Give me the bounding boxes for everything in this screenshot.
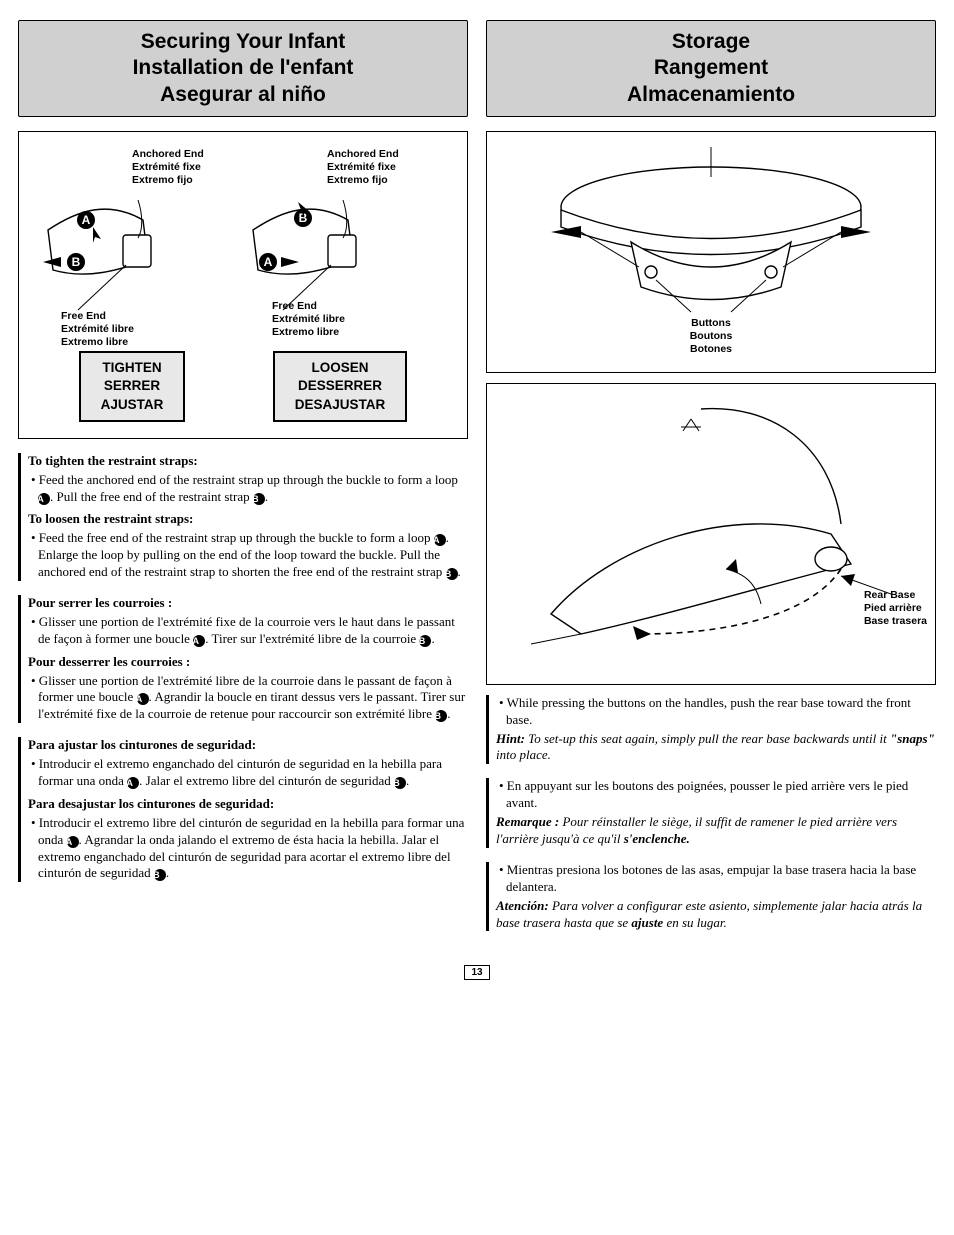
buttons-label: Buttons Boutons Botones (487, 317, 935, 356)
anchored-label-left: Anchored End Extrémité fixe Extremo fijo (132, 148, 204, 187)
left-column: Securing Your Infant Installation de l'e… (18, 20, 468, 945)
right-header: Storage Rangement Almacenamiento (486, 20, 936, 117)
page: Securing Your Infant Installation de l'e… (18, 20, 936, 945)
free-label-right: Free End Extrémité libre Extremo libre (272, 300, 345, 339)
loosen-box: LOOSEN DESSERRER DESAJUSTAR (273, 351, 408, 422)
left-title-en: Securing Your Infant (141, 30, 346, 53)
svg-text:A: A (82, 213, 91, 227)
svg-text:A: A (264, 255, 273, 269)
left-header: Securing Your Infant Installation de l'e… (18, 20, 468, 117)
right-text-fr: • En appuyant sur les boutons des poigné… (486, 778, 936, 848)
anchored-label-right: Anchored End Extrémité fixe Extremo fijo (327, 148, 399, 187)
rear-base-label: Rear Base Pied arrière Base trasera (864, 589, 927, 628)
svg-text:B: B (72, 255, 81, 269)
right-title-en: Storage (672, 30, 750, 53)
buttons-diagram: Buttons Boutons Botones (486, 131, 936, 373)
left-text-en: To tighten the restraint straps: • Feed … (18, 453, 468, 581)
right-title-fr: Rangement (654, 56, 768, 79)
page-number: 13 (464, 965, 490, 980)
strap-diagram: A B B A (27, 140, 459, 430)
left-title-es: Asegurar al niño (160, 83, 326, 106)
fold-svg (487, 384, 935, 684)
left-title-fr: Installation de l'enfant (133, 56, 354, 79)
right-text-es: • Mientras presiona los botones de las a… (486, 862, 936, 932)
fold-diagram: Rear Base Pied arrière Base trasera (486, 383, 936, 685)
right-title-es: Almacenamiento (627, 83, 795, 106)
free-label-left: Free End Extrémité libre Extremo libre (61, 310, 134, 349)
left-text-fr: Pour serrer les courroies : • Glisser un… (18, 595, 468, 723)
tighten-box: TIGHTEN SERRER AJUSTAR (79, 351, 186, 422)
right-column: Storage Rangement Almacenamiento (486, 20, 936, 945)
left-text-es: Para ajustar los cinturones de seguridad… (18, 737, 468, 882)
left-diagram-box: A B B A (18, 131, 468, 439)
right-text-en: • While pressing the buttons on the hand… (486, 695, 936, 765)
